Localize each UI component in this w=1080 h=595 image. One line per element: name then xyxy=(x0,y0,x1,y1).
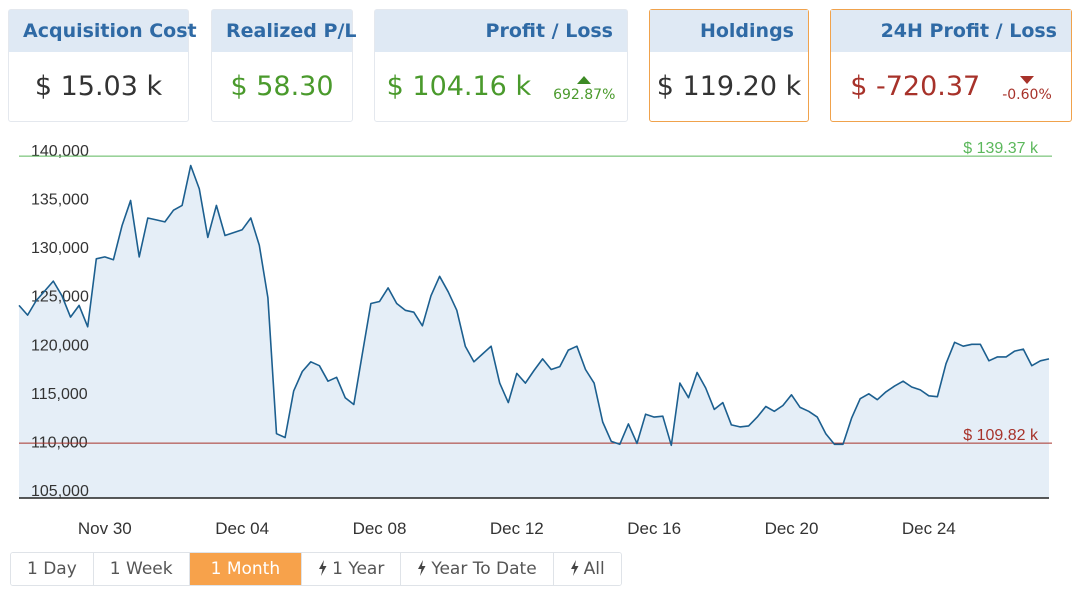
x-tick-label: Dec 16 xyxy=(627,519,681,538)
series-area-fill xyxy=(19,165,1049,498)
x-tick-label: Dec 24 xyxy=(902,519,956,538)
y-tick-label: 140,000 xyxy=(31,143,89,160)
y-tick-label: 130,000 xyxy=(31,240,89,257)
range-1-week-label: 1 Week xyxy=(109,559,173,579)
range-1-month-label: 1 Month xyxy=(210,559,281,579)
x-tick-label: Dec 04 xyxy=(215,519,269,538)
profit-loss-change-percent: 692.87% xyxy=(553,87,616,103)
range-all-label: All xyxy=(583,559,605,579)
bolt-icon xyxy=(418,560,426,576)
x-tick-label: Dec 20 xyxy=(765,519,819,538)
range-1-day-button[interactable]: 1 Day xyxy=(11,553,94,585)
portfolio-value-chart[interactable]: 105,000110,000115,000120,000125,000130,0… xyxy=(0,0,1080,545)
profit-loss-change: 692.87% xyxy=(553,76,615,103)
profit-loss-24h-change: -0.60% xyxy=(1002,76,1052,103)
series-line xyxy=(18,164,1050,447)
caret-down-icon xyxy=(1019,76,1034,84)
profit-loss-24h-label: 24H Profit / Loss xyxy=(831,10,1071,52)
range-selector: 1 Day 1 Week 1 Month 1 Year Year To Date… xyxy=(10,552,622,586)
x-tick-label: Dec 12 xyxy=(490,519,544,538)
profit-loss-24h-card: 24H Profit / Loss $ -720.37 -0.60% xyxy=(830,9,1072,122)
min-value-label: $ 109.82 k xyxy=(963,427,1039,444)
max-value-label: $ 139.37 k xyxy=(963,140,1039,157)
range-1-week-button[interactable]: 1 Week xyxy=(93,553,190,585)
profit-loss-label: Profit / Loss xyxy=(375,10,627,52)
realized-pl-value: $ 58.30 xyxy=(230,71,334,102)
range-ytd-label: Year To Date xyxy=(431,559,537,579)
range-ytd-button[interactable]: Year To Date xyxy=(401,553,554,585)
profit-loss-24h-change-percent: -0.60% xyxy=(1002,87,1052,103)
range-all-button[interactable]: All xyxy=(553,553,621,585)
y-tick-label: 135,000 xyxy=(31,192,89,209)
holdings-value: $ 119.20 k xyxy=(656,71,802,102)
holdings-card: Holdings $ 119.20 k xyxy=(649,9,809,122)
y-tick-label: 105,000 xyxy=(31,483,89,500)
bolt-icon xyxy=(319,560,327,576)
profit-loss-card: Profit / Loss $ 104.16 k 692.87% xyxy=(374,9,628,122)
x-tick-label: Nov 30 xyxy=(78,519,132,538)
y-tick-label: 120,000 xyxy=(31,337,89,354)
y-tick-label: 125,000 xyxy=(31,289,89,306)
range-1-day-label: 1 Day xyxy=(27,559,77,579)
profit-loss-value: $ 104.16 k xyxy=(386,71,532,102)
y-tick-label: 115,000 xyxy=(31,386,88,403)
range-1-year-button[interactable]: 1 Year xyxy=(302,553,402,585)
caret-up-icon xyxy=(577,76,592,84)
range-1-year-label: 1 Year xyxy=(332,559,385,579)
acquisition-cost-value: $ 15.03 k xyxy=(34,71,163,102)
holdings-label: Holdings xyxy=(650,10,808,52)
acquisition-cost-card: Acquisition Cost $ 15.03 k xyxy=(8,9,197,122)
realized-pl-card: Realized P/L $ 58.30 xyxy=(211,9,357,122)
realized-pl-label: Realized P/L xyxy=(212,10,357,52)
range-1-month-button[interactable]: 1 Month xyxy=(189,553,303,585)
x-tick-label: Dec 08 xyxy=(353,519,407,538)
bolt-icon xyxy=(570,560,579,576)
acquisition-cost-label: Acquisition Cost xyxy=(9,10,197,52)
profit-loss-24h-value: $ -720.37 xyxy=(850,71,981,102)
